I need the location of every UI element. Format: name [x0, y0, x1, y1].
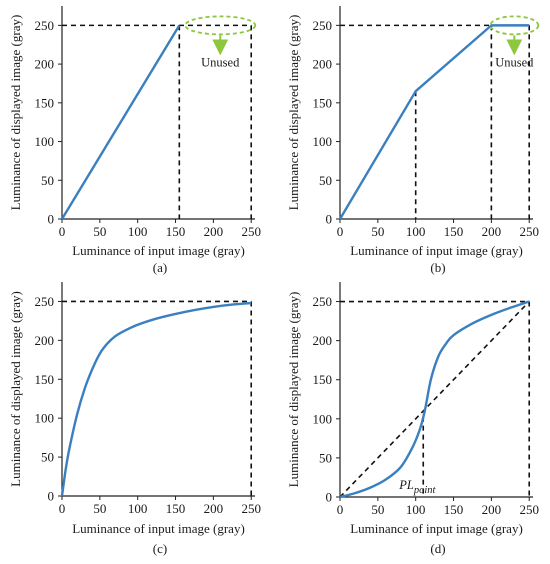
x-tick-label: 0 — [337, 502, 344, 517]
panel-caption: (c) — [153, 541, 167, 556]
y-tick-label: 250 — [35, 294, 55, 309]
y-tick-label: 100 — [35, 134, 55, 149]
y-tick-label: 250 — [35, 18, 55, 33]
data-series-line — [339, 300, 530, 499]
x-tick-label: 100 — [406, 502, 426, 517]
x-tick-label: 0 — [59, 501, 66, 516]
x-tick-label: 50 — [371, 502, 384, 517]
x-tick-label: 50 — [371, 224, 384, 239]
y-axis-title: Luminance of displayed image (gray) — [8, 291, 23, 487]
reference-diagonal — [339, 300, 530, 498]
y-axis-title: Luminance of displayed image (gray) — [286, 15, 301, 211]
y-tick-label: 150 — [313, 95, 333, 110]
x-tick-label: 250 — [241, 501, 261, 516]
y-axis-title: Luminance of displayed image (gray) — [286, 292, 301, 488]
y-tick-label: 200 — [35, 57, 55, 72]
panel-caption: (d) — [430, 541, 445, 556]
y-tick-label: 100 — [35, 411, 55, 426]
x-axis-title: Luminance of input image (gray) — [350, 521, 523, 536]
panel-caption: (a) — [153, 260, 167, 275]
y-tick-label: 0 — [48, 212, 55, 227]
chart-panel-a: 0 50 100 150 200 250 0 50 100 150 200 250 Luminance … — [8, 6, 261, 275]
data-series-line — [60, 24, 181, 220]
x-tick-label: 250 — [519, 224, 539, 239]
x-tick-label: 100 — [128, 501, 148, 516]
y-tick-label: 0 — [326, 490, 333, 505]
x-tick-label: 150 — [444, 502, 464, 517]
pl-point-label: PLpoint — [398, 478, 436, 496]
y-axis-title: Luminance of displayed image (gray) — [8, 15, 23, 211]
x-tick-label: 200 — [482, 224, 502, 239]
x-tick-label: 150 — [166, 501, 186, 516]
x-tick-label: 50 — [93, 501, 106, 516]
chart-panel-b: 0 50 100 150 200 250 0 50 100 150 200 250 Luminance … — [286, 6, 540, 275]
x-axis-title: Luminance of input image (gray) — [72, 243, 245, 258]
y-tick-label: 0 — [48, 489, 55, 504]
unused-region-ellipse — [489, 15, 540, 36]
y-tick-label: 200 — [313, 57, 333, 72]
x-tick-label: 100 — [128, 224, 148, 239]
x-axis-title: Luminance of input image (gray) — [72, 521, 245, 536]
y-tick-label: 250 — [313, 18, 333, 33]
data-series-line — [60, 301, 252, 497]
x-tick-label: 250 — [519, 502, 539, 517]
y-tick-label: 250 — [313, 294, 333, 309]
y-tick-label: 0 — [326, 212, 333, 227]
x-tick-label: 0 — [337, 224, 344, 239]
unused-label: Unused — [201, 55, 240, 69]
y-tick-label: 50 — [319, 173, 332, 188]
x-tick-label: 50 — [93, 224, 106, 239]
y-tick-label: 100 — [313, 411, 333, 426]
x-tick-label: 200 — [204, 501, 224, 516]
y-tick-label: 150 — [35, 95, 55, 110]
panel-caption: (b) — [430, 260, 445, 275]
y-tick-label: 50 — [41, 173, 54, 188]
y-tick-label: 50 — [41, 450, 54, 465]
x-tick-label: 0 — [59, 224, 66, 239]
y-tick-label: 150 — [313, 372, 333, 387]
chart-panel-d: 0 50 100 150 200 250 0 50 100 150 200 250 Luminance … — [286, 282, 539, 556]
y-tick-label: 150 — [35, 372, 55, 387]
y-tick-label: 100 — [313, 134, 333, 149]
x-axis-title: Luminance of input image (gray) — [350, 243, 523, 258]
y-tick-label: 50 — [319, 450, 332, 465]
y-tick-label: 200 — [35, 333, 55, 348]
x-tick-label: 100 — [406, 224, 426, 239]
x-tick-label: 250 — [241, 224, 261, 239]
unused-label: Unused — [495, 55, 534, 69]
x-tick-label: 200 — [482, 502, 502, 517]
chart-panel-c: 0 50 100 150 200 250 0 50 100 150 200 250 Luminance … — [8, 282, 261, 556]
data-series-line — [338, 24, 530, 220]
x-tick-label: 150 — [166, 224, 186, 239]
pl-point-subscript: point — [413, 485, 437, 496]
unused-region-ellipse — [184, 15, 257, 36]
x-tick-label: 150 — [444, 224, 464, 239]
x-tick-label: 200 — [204, 224, 224, 239]
y-tick-label: 200 — [313, 333, 333, 348]
